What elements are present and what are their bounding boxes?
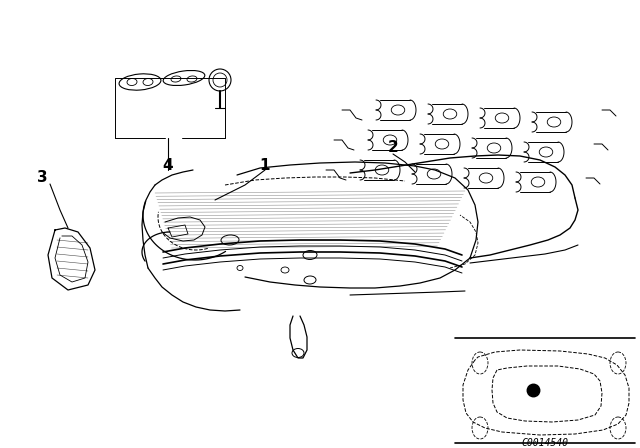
Text: 1: 1 (260, 158, 270, 172)
Text: 2: 2 (388, 141, 398, 155)
Text: C0014540: C0014540 (522, 438, 568, 448)
Text: 4: 4 (163, 158, 173, 172)
Text: 3: 3 (36, 171, 47, 185)
